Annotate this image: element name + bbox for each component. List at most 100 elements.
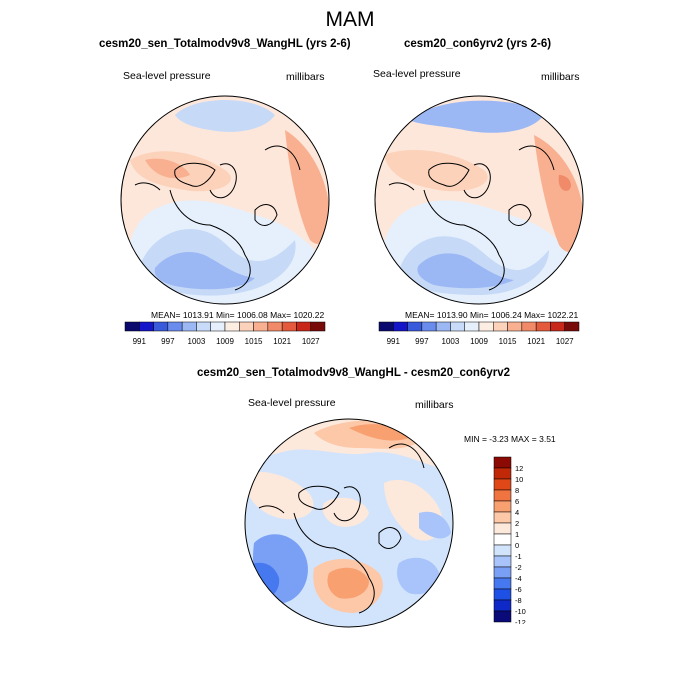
panel-3-negative-southeast xyxy=(397,557,439,595)
panel-3-units-label: millibars xyxy=(415,399,454,411)
figure-title: MAM xyxy=(325,8,375,31)
panel-3-stats: MIN = -3.23 MAX = 3.51 xyxy=(464,434,556,444)
panel-3-colorbar-box xyxy=(493,511,512,524)
panel-2-colorbar-box xyxy=(450,321,465,332)
panel-1-colorbar-box xyxy=(224,321,240,332)
panel-2-colorbar-box xyxy=(507,321,523,332)
panel-1-colorbar-box xyxy=(253,321,269,332)
panel-3-negative-east xyxy=(419,511,451,539)
panel-3-positive-center xyxy=(322,497,369,527)
panel-1-units-label: millibars xyxy=(286,71,325,83)
panel-2-colorbar-box xyxy=(435,321,451,332)
panel-2-low-region-inner xyxy=(417,253,514,289)
panel-1-colorbar-tick-label: 1015 xyxy=(245,337,263,346)
panel-2-colorbar-box xyxy=(550,321,565,332)
panel-3-colorbar-box xyxy=(493,489,512,502)
panel-2-colorbar-box xyxy=(535,321,551,332)
panel-2-colorbar-box xyxy=(564,321,580,332)
panel-3-colorbar-box xyxy=(493,456,512,469)
panel-1-colorbar-box xyxy=(239,321,254,332)
panel-1-colorbar-tick-label: 1003 xyxy=(188,337,206,346)
panel-2-colorbar-tick-label: 1003 xyxy=(442,337,460,346)
panel-2-title: cesm20_con6yrv2 (yrs 2-6) xyxy=(404,38,552,50)
panel-1-colorbar-tick-label: 1027 xyxy=(302,337,320,346)
panel-3-colorbar-tick-label: -1 xyxy=(515,552,522,561)
panel-2-east-high xyxy=(534,135,583,252)
panel-1-colorbar-boxes xyxy=(124,321,326,332)
panel-1-aleutian-low xyxy=(175,100,275,132)
panel-3-colorbar-tick-label: -12 xyxy=(515,618,526,624)
panel-2-colorbar-boxes xyxy=(378,321,580,332)
panel-2-colorbar-box xyxy=(393,321,408,332)
panel-3-colorbar-tick-label: -6 xyxy=(515,585,522,594)
panel-1-colorbar-box xyxy=(124,321,140,332)
panel-2-map-border xyxy=(374,95,584,305)
panel-2-colorbar-tick-label: 991 xyxy=(387,337,401,346)
panel-3-colorbar-box xyxy=(493,588,512,601)
panel-1-colorbar-ticks: 991997100310091015102110271033 xyxy=(133,337,321,346)
panel-3-colorbar-box xyxy=(493,610,512,623)
panel-2-coastlines xyxy=(388,145,555,291)
panel-3-positive-south-core xyxy=(327,567,369,599)
panel-1-colorbar-tick-label: 991 xyxy=(133,337,147,346)
panel-3-colorbar-tick-label: -8 xyxy=(515,596,522,605)
panel-3-map-border xyxy=(244,418,454,628)
panel-2-colorbar-box xyxy=(493,321,508,332)
panel-1-colorbar: 991997100310091015102110271033 xyxy=(124,321,326,346)
panel-3-colorbar-box xyxy=(493,500,512,513)
panel-1-colorbar-box xyxy=(181,321,197,332)
panel-2-aleutian-low xyxy=(409,100,544,133)
panel-3-colorbar-box xyxy=(493,577,512,590)
panel-2-colorbar-ticks: 991997100310091015102110271033 xyxy=(387,337,575,346)
panel-3-colorbar-tick-label: 8 xyxy=(515,486,519,495)
panel-2-colorbar-tick-label: 1009 xyxy=(470,337,488,346)
panel-1-colorbar-box xyxy=(310,321,326,332)
panel-3-colorbar-tick-label: 2 xyxy=(515,519,519,528)
panel-2-colorbar-box xyxy=(478,321,494,332)
panel-2-colorbar-tick-label: 1015 xyxy=(499,337,517,346)
panel-3-colorbar-box xyxy=(493,555,512,568)
panel-2-colorbar-box xyxy=(407,321,423,332)
panel-1-colorbar-tick-label: 1009 xyxy=(216,337,234,346)
panel-1-colorbar-box xyxy=(267,321,283,332)
panel-2-units-label: millibars xyxy=(541,71,580,83)
panel-2-colorbar-tick-label: 997 xyxy=(415,337,429,346)
panel-3-colorbar-tick-label: -4 xyxy=(515,574,522,583)
panel-2-colorbar-box xyxy=(521,321,537,332)
panel-3-variable-label: Sea-level pressure xyxy=(248,397,336,409)
panel-2-variable-label: Sea-level pressure xyxy=(373,68,461,80)
panel-1-colorbar-box xyxy=(196,321,211,332)
panel-1-map-border xyxy=(120,95,330,305)
panel-2-east-high-core xyxy=(558,175,571,191)
panel-3-colorbar-box xyxy=(493,566,512,579)
panel-1-polar-map xyxy=(120,95,330,305)
panel-1-colorbar-tick-label: 997 xyxy=(161,337,175,346)
panel-3-coastlines xyxy=(258,443,425,614)
panel-2-stats: MEAN= 1013.90 Min= 1006.24 Max= 1022.21 xyxy=(405,310,579,320)
panel-1-colorbar-box xyxy=(153,321,169,332)
panel-1-colorbar-tick-label: 1021 xyxy=(273,337,291,346)
panel-1-colorbar-box xyxy=(167,321,183,332)
panel-3-colorbar-tick-label: 6 xyxy=(515,497,519,506)
panel-3-colorbar-tick-label: 4 xyxy=(515,508,519,517)
panel-1-colorbar-box xyxy=(296,321,311,332)
panel-3-colorbar-tick-label: 12 xyxy=(515,464,523,473)
panel-1-east-high xyxy=(285,130,329,244)
panel-1-low-region-inner xyxy=(154,252,255,290)
panel-3-colorbar-box xyxy=(493,533,512,546)
panel-3-colorbar-box xyxy=(493,478,512,491)
panel-3-colorbar-box xyxy=(493,544,512,557)
panel-3-colorbar-box xyxy=(493,599,512,612)
panel-2-colorbar-tick-label: 1021 xyxy=(527,337,545,346)
panel-2-colorbar-box xyxy=(378,321,394,332)
panel-3-colorbar-tick-label: 10 xyxy=(515,475,523,484)
panel-2-colorbar-tick-label: 1027 xyxy=(556,337,574,346)
panel-2-colorbar-box xyxy=(421,321,437,332)
panel-1-colorbar-box xyxy=(139,321,154,332)
panel-1-colorbar-box xyxy=(281,321,297,332)
panel-1-stats: MEAN= 1013.91 Min= 1006.08 Max= 1020.22 xyxy=(151,310,325,320)
panel-3-colorbar-tick-label: 0 xyxy=(515,541,519,550)
panel-2-colorbar-box xyxy=(464,321,480,332)
